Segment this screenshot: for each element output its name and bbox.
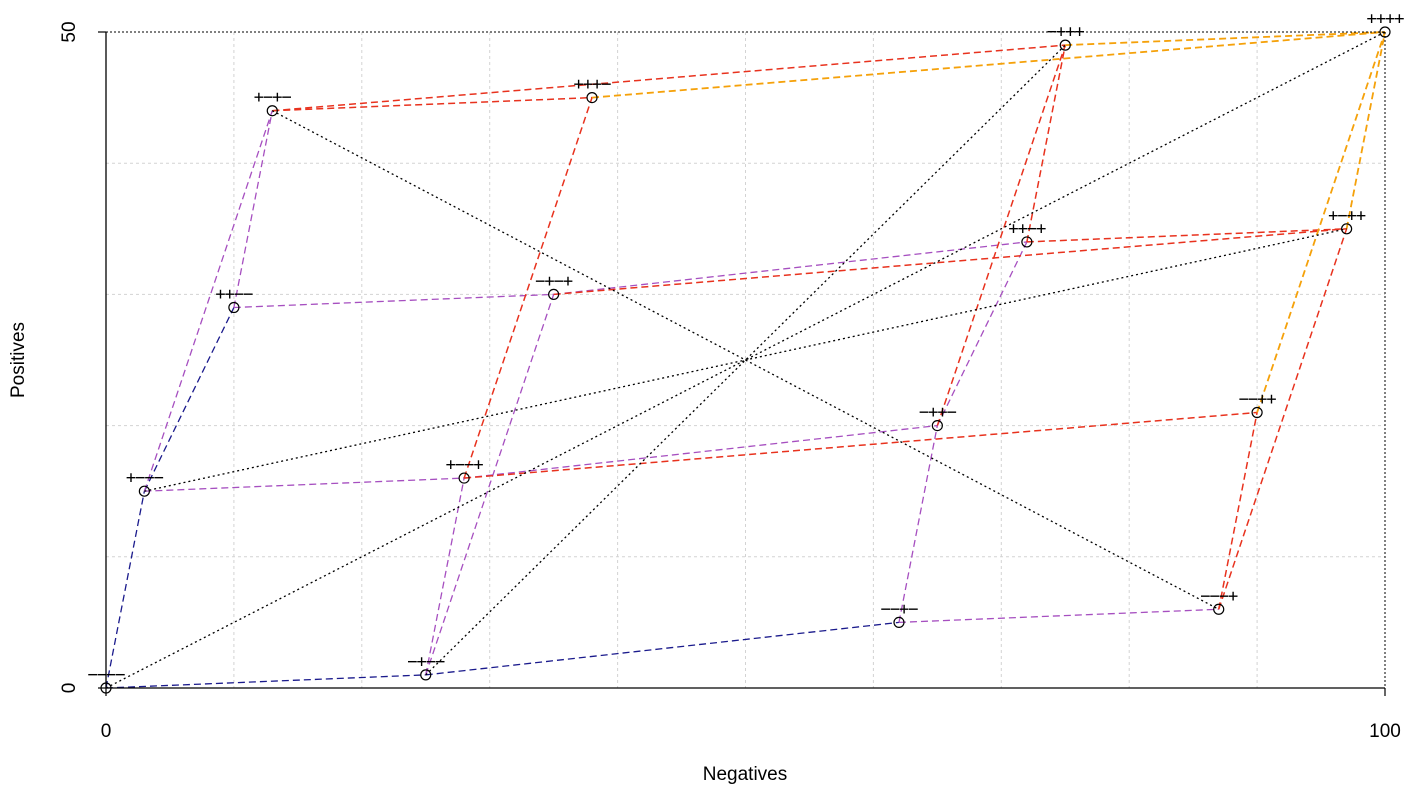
series-line-orange (1345, 31, 1386, 229)
series-line-purple (425, 294, 555, 676)
series-line-red (936, 44, 1066, 426)
series-line-purple (143, 110, 273, 492)
series-line-navy (105, 491, 146, 689)
data-point (458, 472, 470, 484)
series-line-red (553, 228, 1347, 296)
data-point (1213, 603, 1225, 615)
x-axis-title: Negatives (702, 764, 788, 785)
series-line-red (272, 44, 1066, 112)
x-tick-label: 100 (1369, 721, 1401, 742)
data-point (1021, 236, 1033, 248)
series-line-black-dotted (271, 110, 1220, 610)
series-line-black-dotted (144, 228, 1347, 492)
series-line-navy (425, 621, 900, 676)
data-point (138, 485, 150, 497)
data-point (1251, 406, 1263, 419)
series-line-purple (144, 477, 465, 492)
y-tick-label: 0 (59, 683, 80, 694)
point-label: +−+− (254, 88, 292, 108)
series-lines (105, 31, 1386, 689)
data-point (893, 616, 905, 629)
data-point (548, 288, 560, 300)
series-line-navy (105, 674, 426, 689)
point-label: +−++ (1328, 206, 1366, 226)
point-label: +−−+ (446, 455, 484, 475)
point-label: ++++ (1367, 9, 1405, 29)
point-label: −−−− (88, 665, 126, 685)
series-line-orange (1065, 31, 1386, 47)
series-line-purple (898, 425, 938, 623)
series-line-orange (591, 31, 1386, 99)
data-point (420, 669, 432, 681)
series-line-purple (233, 293, 554, 309)
series-line-red (1026, 44, 1066, 243)
data-point (931, 420, 943, 432)
point-label: −−++ (1239, 389, 1277, 409)
series-line-red (1026, 228, 1347, 243)
series-line-purple (898, 608, 1219, 624)
point-label: −−+− (881, 599, 919, 619)
series-line-purple (464, 424, 938, 479)
point-label: −+−+ (535, 271, 573, 291)
point-label: +++− (574, 75, 612, 95)
point-label: ++−+ (1008, 219, 1046, 239)
data-point (1341, 223, 1353, 235)
series-line-navy (143, 307, 235, 492)
series-line-orange (1256, 31, 1386, 413)
series-line-red (463, 97, 593, 479)
axes: 0 100 0 50 (59, 21, 1401, 742)
series-line-red (1217, 412, 1258, 610)
data-point (1059, 39, 1071, 51)
point-label: ++−− (215, 285, 253, 305)
series-line-purple (233, 110, 273, 308)
y-tick-label: 50 (59, 21, 80, 42)
data-point (266, 105, 278, 117)
series-line-red (1218, 228, 1348, 610)
point-label: −+−− (407, 652, 445, 672)
series-line-purple (936, 241, 1028, 426)
data-point (586, 91, 598, 104)
series-line-red (272, 96, 593, 112)
grid (106, 32, 1385, 688)
series-line-red (464, 411, 1258, 479)
series-line-purple (425, 477, 465, 676)
series-line-purple (553, 241, 1027, 296)
point-label: −++− (919, 403, 957, 423)
point-label: +−−− (126, 468, 164, 488)
point-labels: −−−− +−−− −+−− −−+− −−−+ ++−− +−+− +−−+ −++− −+−+… (88, 9, 1406, 685)
x-tick-label: 0 (101, 721, 112, 742)
point-label: −−−+ (1200, 586, 1238, 606)
data-point (228, 301, 240, 314)
y-axis-title: Positives (8, 321, 29, 399)
